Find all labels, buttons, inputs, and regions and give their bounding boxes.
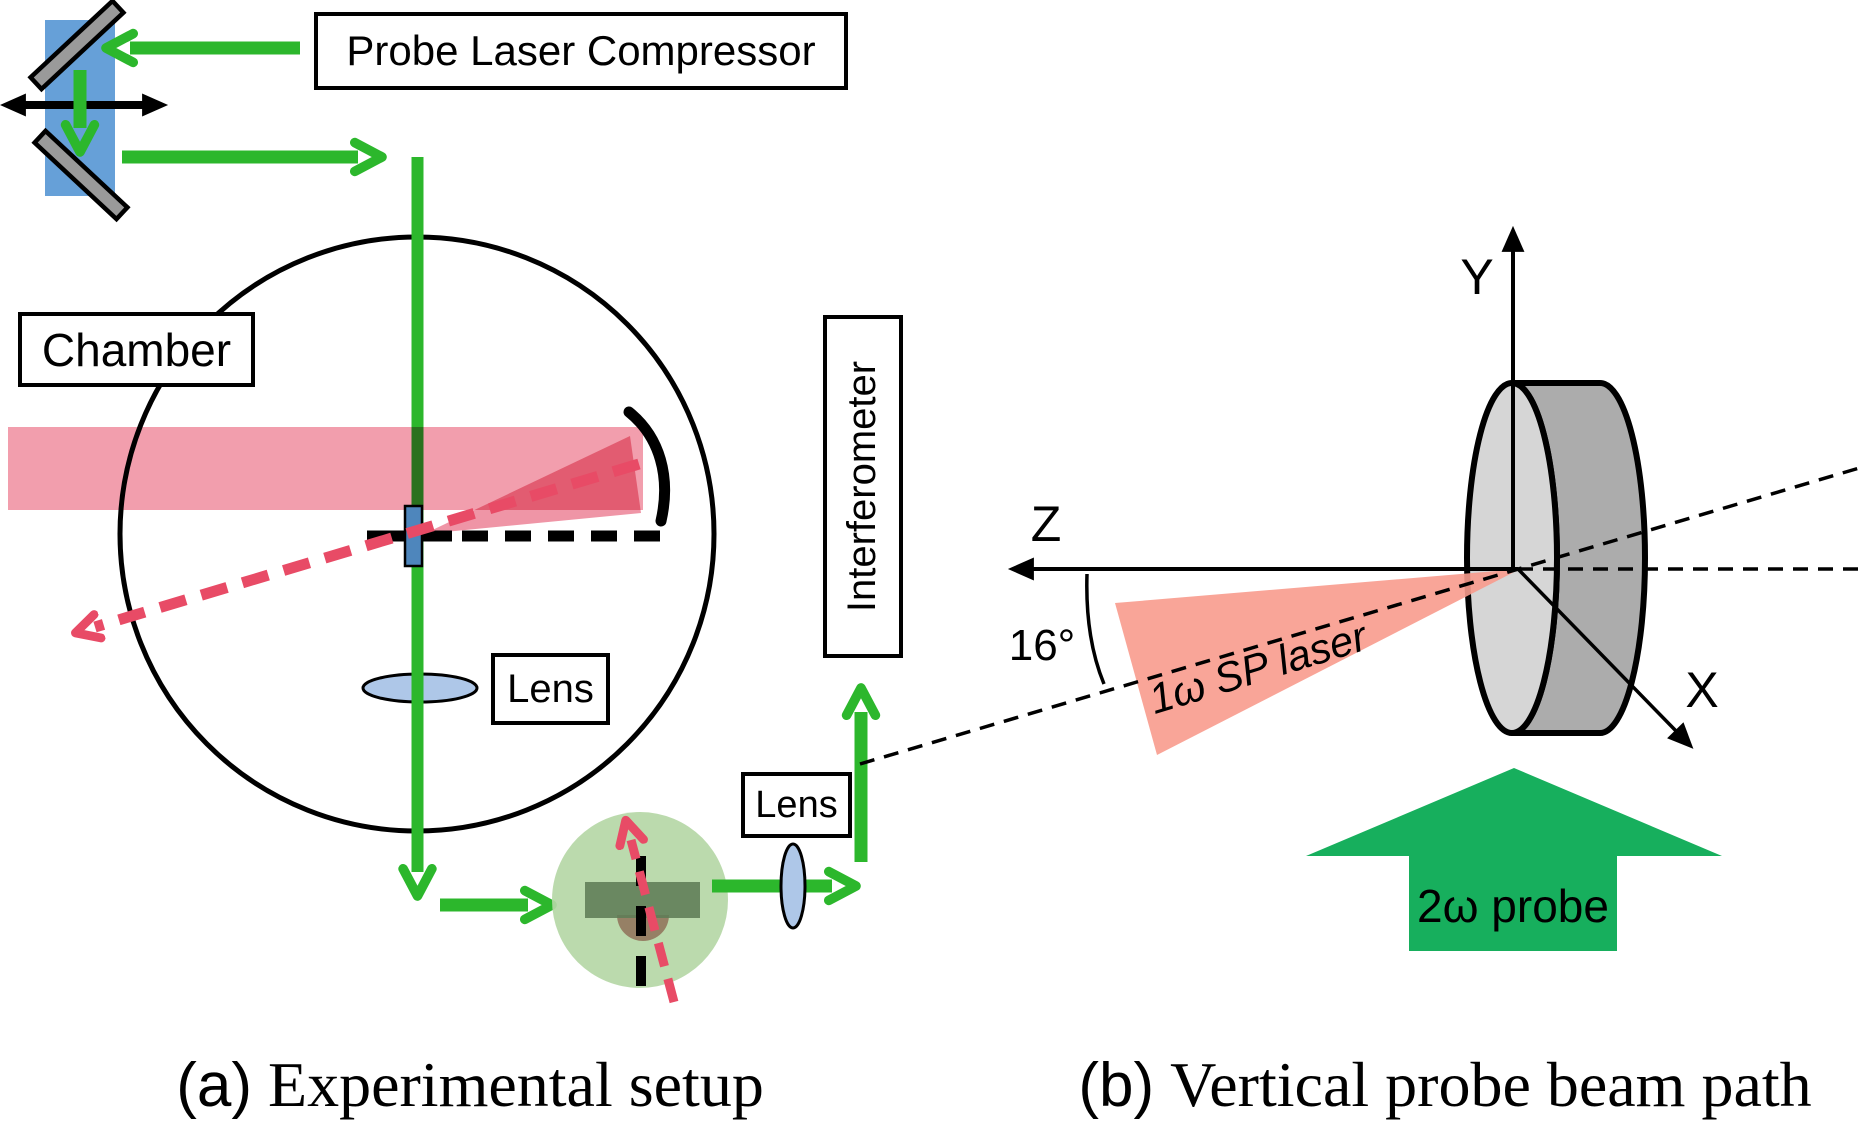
compressor-label-box: Probe Laser Compressor — [314, 12, 848, 90]
lens-label-2: Lens — [755, 783, 838, 826]
sp-laser-cone — [424, 436, 641, 534]
axis-x-label: X — [1685, 662, 1719, 718]
steering-mirror-bottom — [31, 127, 131, 223]
probe-block-arrow — [1306, 768, 1722, 951]
angle-arc — [1085, 573, 1106, 685]
caption-a: (a) Experimental setup — [176, 1048, 764, 1122]
sp-laser-axis-dashed — [95, 458, 641, 627]
interferometer-label-box: Interferometer — [823, 315, 903, 658]
chamber-label-box: Chamber — [18, 312, 255, 387]
compressor-label: Probe Laser Compressor — [346, 27, 816, 74]
probe-arrow-label: 2ω probe — [1417, 880, 1609, 932]
caption-b-label: (b) — [1078, 1051, 1155, 1120]
interferometer-label: Interferometer — [840, 360, 885, 613]
lens-label-box-2: Lens — [741, 772, 852, 838]
lens-label-box-1: Lens — [491, 653, 610, 725]
panel-a-diagram — [0, 0, 881, 1004]
angle-label: 16° — [1008, 621, 1076, 670]
image-laser-axis-dashed — [631, 840, 679, 1004]
caption-b: (b) Vertical probe beam path — [1078, 1048, 1811, 1122]
axis-y-label: Y — [1460, 249, 1494, 305]
steering-mirror-top — [27, 0, 127, 93]
axis-x — [1516, 567, 1694, 749]
sp-laser-cone-b — [1115, 569, 1520, 755]
lens-label-1: Lens — [507, 666, 594, 711]
panel-b-diagram — [859, 225, 1867, 951]
focusing-mirror-arc — [623, 406, 671, 527]
caption-a-text: Experimental setup — [267, 1049, 764, 1120]
axis-z-label: Z — [1030, 496, 1062, 552]
relay-lens — [779, 842, 807, 930]
caption-a-label: (a) — [176, 1051, 252, 1120]
caption-b-text: Vertical probe beam path — [1170, 1049, 1812, 1120]
chamber-label: Chamber — [41, 323, 232, 376]
